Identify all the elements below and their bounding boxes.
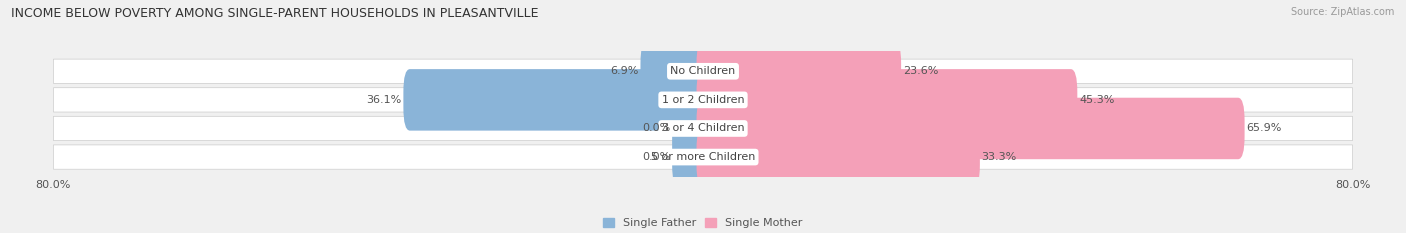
Text: 0.0%: 0.0% <box>643 152 671 162</box>
FancyBboxPatch shape <box>53 145 1353 169</box>
Text: 36.1%: 36.1% <box>367 95 402 105</box>
FancyBboxPatch shape <box>53 59 1353 83</box>
FancyBboxPatch shape <box>696 69 1077 131</box>
Text: Source: ZipAtlas.com: Source: ZipAtlas.com <box>1291 7 1395 17</box>
FancyBboxPatch shape <box>696 41 901 102</box>
Text: No Children: No Children <box>671 66 735 76</box>
Text: INCOME BELOW POVERTY AMONG SINGLE-PARENT HOUSEHOLDS IN PLEASANTVILLE: INCOME BELOW POVERTY AMONG SINGLE-PARENT… <box>11 7 538 20</box>
FancyBboxPatch shape <box>404 69 710 131</box>
FancyBboxPatch shape <box>53 116 1353 141</box>
Text: 33.3%: 33.3% <box>981 152 1017 162</box>
Text: 65.9%: 65.9% <box>1246 123 1282 134</box>
Text: 23.6%: 23.6% <box>903 66 938 76</box>
Text: 3 or 4 Children: 3 or 4 Children <box>662 123 744 134</box>
FancyBboxPatch shape <box>641 41 710 102</box>
Text: 6.9%: 6.9% <box>610 66 638 76</box>
FancyBboxPatch shape <box>696 98 1244 159</box>
Text: 0.0%: 0.0% <box>643 123 671 134</box>
FancyBboxPatch shape <box>672 98 710 159</box>
Text: 45.3%: 45.3% <box>1078 95 1115 105</box>
Legend: Single Father, Single Mother: Single Father, Single Mother <box>603 218 803 228</box>
FancyBboxPatch shape <box>53 88 1353 112</box>
FancyBboxPatch shape <box>672 126 710 188</box>
Text: 1 or 2 Children: 1 or 2 Children <box>662 95 744 105</box>
Text: 5 or more Children: 5 or more Children <box>651 152 755 162</box>
FancyBboxPatch shape <box>696 126 980 188</box>
